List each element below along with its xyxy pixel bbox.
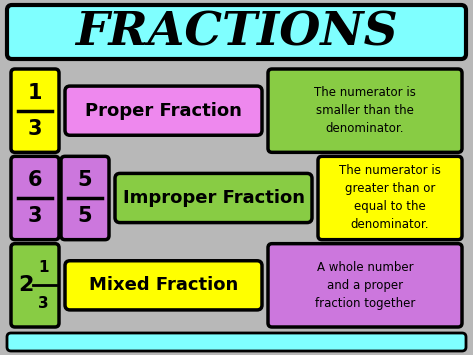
Text: 2: 2: [18, 275, 34, 295]
FancyBboxPatch shape: [115, 173, 312, 223]
Text: 5: 5: [78, 170, 92, 190]
Text: FRACTIONS: FRACTIONS: [75, 9, 398, 55]
FancyBboxPatch shape: [65, 86, 262, 135]
Text: The numerator is
greater than or
equal to the
denominator.: The numerator is greater than or equal t…: [339, 164, 441, 231]
Text: The numerator is
smaller than the
denominator.: The numerator is smaller than the denomi…: [314, 86, 416, 135]
FancyBboxPatch shape: [11, 244, 59, 327]
Text: Mixed Fraction: Mixed Fraction: [89, 276, 238, 294]
FancyBboxPatch shape: [11, 156, 59, 240]
FancyBboxPatch shape: [61, 156, 109, 240]
Text: Proper Fraction: Proper Fraction: [85, 102, 242, 120]
FancyBboxPatch shape: [318, 156, 462, 240]
Text: A whole number
and a proper
fraction together: A whole number and a proper fraction tog…: [315, 261, 415, 310]
Text: Improper Fraction: Improper Fraction: [123, 189, 305, 207]
Text: 6: 6: [28, 170, 42, 190]
FancyBboxPatch shape: [7, 5, 466, 59]
Text: 1: 1: [38, 260, 49, 275]
FancyBboxPatch shape: [7, 333, 466, 351]
Text: 3: 3: [38, 296, 49, 311]
Text: 5: 5: [78, 206, 92, 226]
FancyBboxPatch shape: [268, 244, 462, 327]
FancyBboxPatch shape: [65, 261, 262, 310]
FancyBboxPatch shape: [11, 69, 59, 152]
Text: 1: 1: [28, 83, 42, 103]
Text: 3: 3: [28, 119, 42, 138]
FancyBboxPatch shape: [268, 69, 462, 152]
Text: 3: 3: [28, 206, 42, 226]
